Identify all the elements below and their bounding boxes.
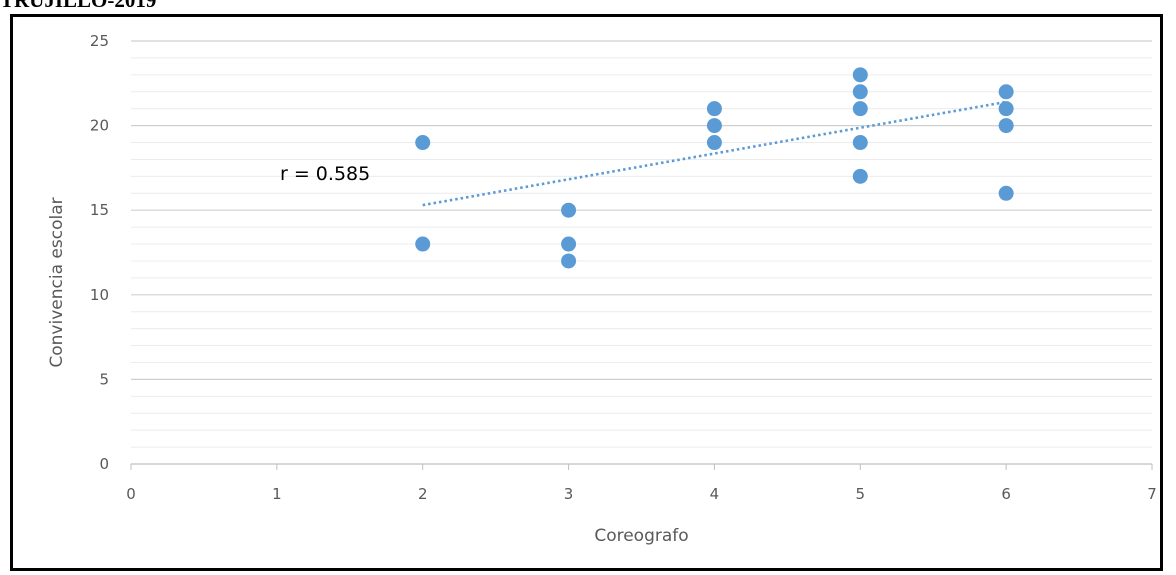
y-tick-label: 5 (99, 370, 109, 388)
data-point (998, 84, 1014, 100)
y-tick-label: 20 (90, 117, 109, 135)
y-tick-label: 15 (90, 201, 109, 219)
trendline (422, 100, 1007, 207)
x-tick-label: 2 (418, 485, 428, 503)
chart-frame (10, 14, 1163, 571)
y-tick-label: 10 (90, 286, 109, 304)
data-point (998, 101, 1014, 117)
data-point (561, 253, 577, 269)
data-point (706, 135, 722, 151)
data-point (706, 101, 722, 117)
data-point (852, 101, 868, 117)
data-point (561, 236, 577, 252)
gridlines (131, 40, 1152, 448)
y-tick-label: 0 (99, 455, 109, 473)
x-tick-label: 4 (710, 485, 720, 503)
x-tick-label: 7 (1147, 485, 1157, 503)
data-point (852, 67, 868, 83)
tick-labels: 0 1 2 3 4 5 6 7 0 5 10 15 20 25 (90, 32, 1157, 503)
y-axis-title: Convivencia escolar (47, 197, 67, 367)
x-tick-label: 3 (564, 485, 574, 503)
x-tick-label: 0 (126, 485, 136, 503)
data-point (852, 84, 868, 100)
x-tick-label: 6 (1001, 485, 1011, 503)
data-point (415, 135, 431, 151)
data-point (415, 236, 431, 252)
x-axis-title: Coreografo (594, 526, 688, 546)
axes (130, 463, 1153, 470)
x-tick-label: 5 (856, 485, 866, 503)
trendline-group (422, 100, 1007, 207)
data-point (998, 185, 1014, 201)
data-point (852, 135, 868, 151)
y-tick-label: 25 (90, 32, 109, 50)
data-point (561, 202, 577, 218)
data-points (415, 67, 1014, 269)
chart-heading: TRUJILLO-2019 (0, 0, 157, 12)
correlation-annotation: r = 0.585 (280, 163, 370, 185)
x-tick-label: 1 (272, 485, 282, 503)
data-point (706, 118, 722, 134)
data-point (998, 118, 1014, 134)
data-point (852, 168, 868, 184)
